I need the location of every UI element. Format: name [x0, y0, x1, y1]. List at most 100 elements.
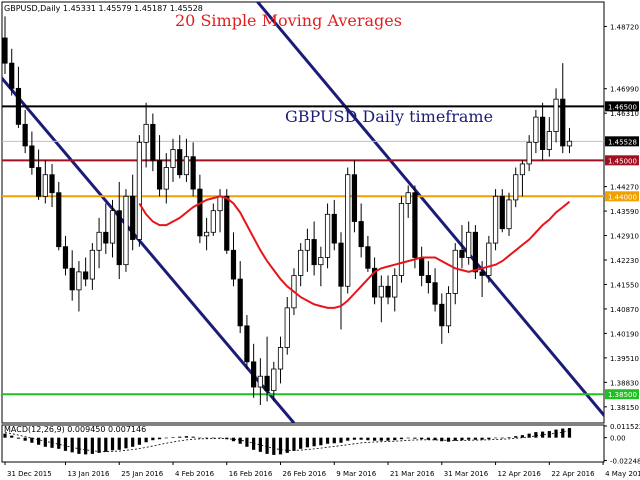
macd-bar	[373, 437, 377, 441]
macd-bar	[332, 437, 336, 444]
macd-bar	[265, 437, 269, 454]
candle-bull	[506, 199, 512, 230]
candle-bear	[560, 98, 566, 147]
macd-panel-frame	[1, 424, 605, 463]
candle-bull	[519, 163, 526, 176]
candle-bear	[83, 271, 89, 280]
candle-bear	[22, 123, 28, 147]
x-tick-label: 16 Feb 2016	[229, 470, 273, 478]
candle-bear	[9, 62, 15, 89]
macd-bar	[16, 437, 21, 439]
macd-bar	[440, 437, 444, 442]
candle-bull	[271, 368, 277, 392]
candle-bear	[197, 188, 203, 237]
candle-bear	[479, 271, 485, 276]
candle-bull	[324, 213, 331, 258]
candle-bull	[378, 285, 384, 298]
candle-bull	[89, 249, 95, 280]
candle-bear	[425, 275, 431, 284]
macd-bar	[514, 436, 518, 438]
candle-bull	[533, 116, 539, 143]
macd-bar	[218, 437, 222, 439]
macd-bar	[144, 437, 148, 443]
macd-bar	[473, 437, 477, 440]
level-tag-text: 1.45000	[608, 157, 637, 165]
candle-bear	[190, 156, 196, 190]
candle-bull	[76, 271, 82, 291]
macd-bar	[305, 437, 309, 448]
sma-20-line	[138, 195, 571, 309]
candle-bear	[385, 285, 391, 298]
candle-bull	[163, 167, 169, 190]
macd-bar	[493, 437, 498, 439]
candle-bear	[365, 246, 371, 269]
candle-bear	[459, 249, 465, 258]
candle-bull	[452, 249, 458, 294]
x-tick-label: 4 May 2016	[605, 470, 640, 478]
chart-headline: 20 Simple Moving Averages	[175, 11, 402, 30]
macd-bar	[285, 437, 289, 453]
candle-bear	[472, 231, 479, 273]
macd-bar	[117, 437, 121, 450]
macd-bar	[467, 437, 471, 440]
macd-bar	[77, 437, 81, 454]
macd-bar	[554, 429, 558, 438]
macd-bar	[84, 437, 88, 455]
horizontal-levels	[2, 105, 604, 396]
macd-bar	[325, 437, 330, 444]
timeframe-annotation: GBPUSD Daily timeframe	[285, 107, 493, 126]
candle-bull	[398, 203, 405, 276]
candle-bear	[15, 87, 22, 125]
macd-tick-label: 0.011522	[610, 423, 640, 431]
chart-header: GBPUSD,Daily 1.45331 1.45579 1.45187 1.4…	[4, 4, 203, 13]
macd-bar	[366, 437, 370, 441]
level-tag-1.38500	[605, 389, 639, 400]
level-tag-1.44000	[605, 191, 639, 202]
level-tag-text: 1.44000	[608, 193, 637, 201]
candle-bull	[123, 195, 129, 266]
macd-bar	[561, 428, 565, 438]
price-panel-frame	[1, 1, 605, 424]
x-tick-label: 12 Apr 2016	[498, 470, 542, 478]
y-tick-label: 1.38150	[610, 404, 639, 412]
macd-bar	[359, 437, 363, 440]
macd-bar	[252, 437, 256, 450]
macd-bar	[352, 437, 357, 440]
candle-bear	[371, 267, 378, 298]
candle-bull	[203, 231, 210, 237]
candle-bear	[49, 174, 55, 194]
x-tick-label: 13 Jan 2016	[67, 470, 110, 478]
candle-bear	[130, 195, 136, 240]
candles	[2, 16, 573, 406]
macd-bar	[487, 437, 491, 440]
macd-bar	[520, 435, 525, 438]
y-tick-label: 1.40870	[610, 306, 639, 314]
candle-bear	[237, 278, 243, 327]
macd-bar	[379, 437, 383, 441]
sma-20-path	[138, 195, 571, 309]
macd-bar	[406, 437, 410, 439]
candle-bear	[224, 195, 230, 251]
candle-bear	[69, 267, 75, 291]
candle-bear	[62, 246, 69, 269]
candle-bear	[150, 123, 156, 161]
candle-bear	[499, 195, 505, 230]
candle-bear	[251, 361, 257, 388]
candle-bull	[257, 375, 263, 388]
macd-bar	[507, 437, 511, 438]
macd-bar	[238, 437, 242, 444]
candle-bear	[116, 210, 122, 266]
macd-bar	[231, 437, 236, 442]
candle-bull	[304, 239, 311, 251]
candle-bull	[136, 141, 142, 240]
candle-bull	[345, 174, 351, 287]
macd-bar	[37, 437, 41, 445]
macd-tick-label: 0.00	[610, 435, 626, 443]
macd-label: MACD(12,26,9) 0.009450 0.007146	[4, 425, 146, 434]
candle-bear	[540, 116, 546, 150]
level-tag-1.45000	[605, 155, 639, 166]
macd-bar	[30, 437, 34, 443]
candle-bull	[298, 249, 304, 276]
macd-bar	[339, 437, 343, 443]
